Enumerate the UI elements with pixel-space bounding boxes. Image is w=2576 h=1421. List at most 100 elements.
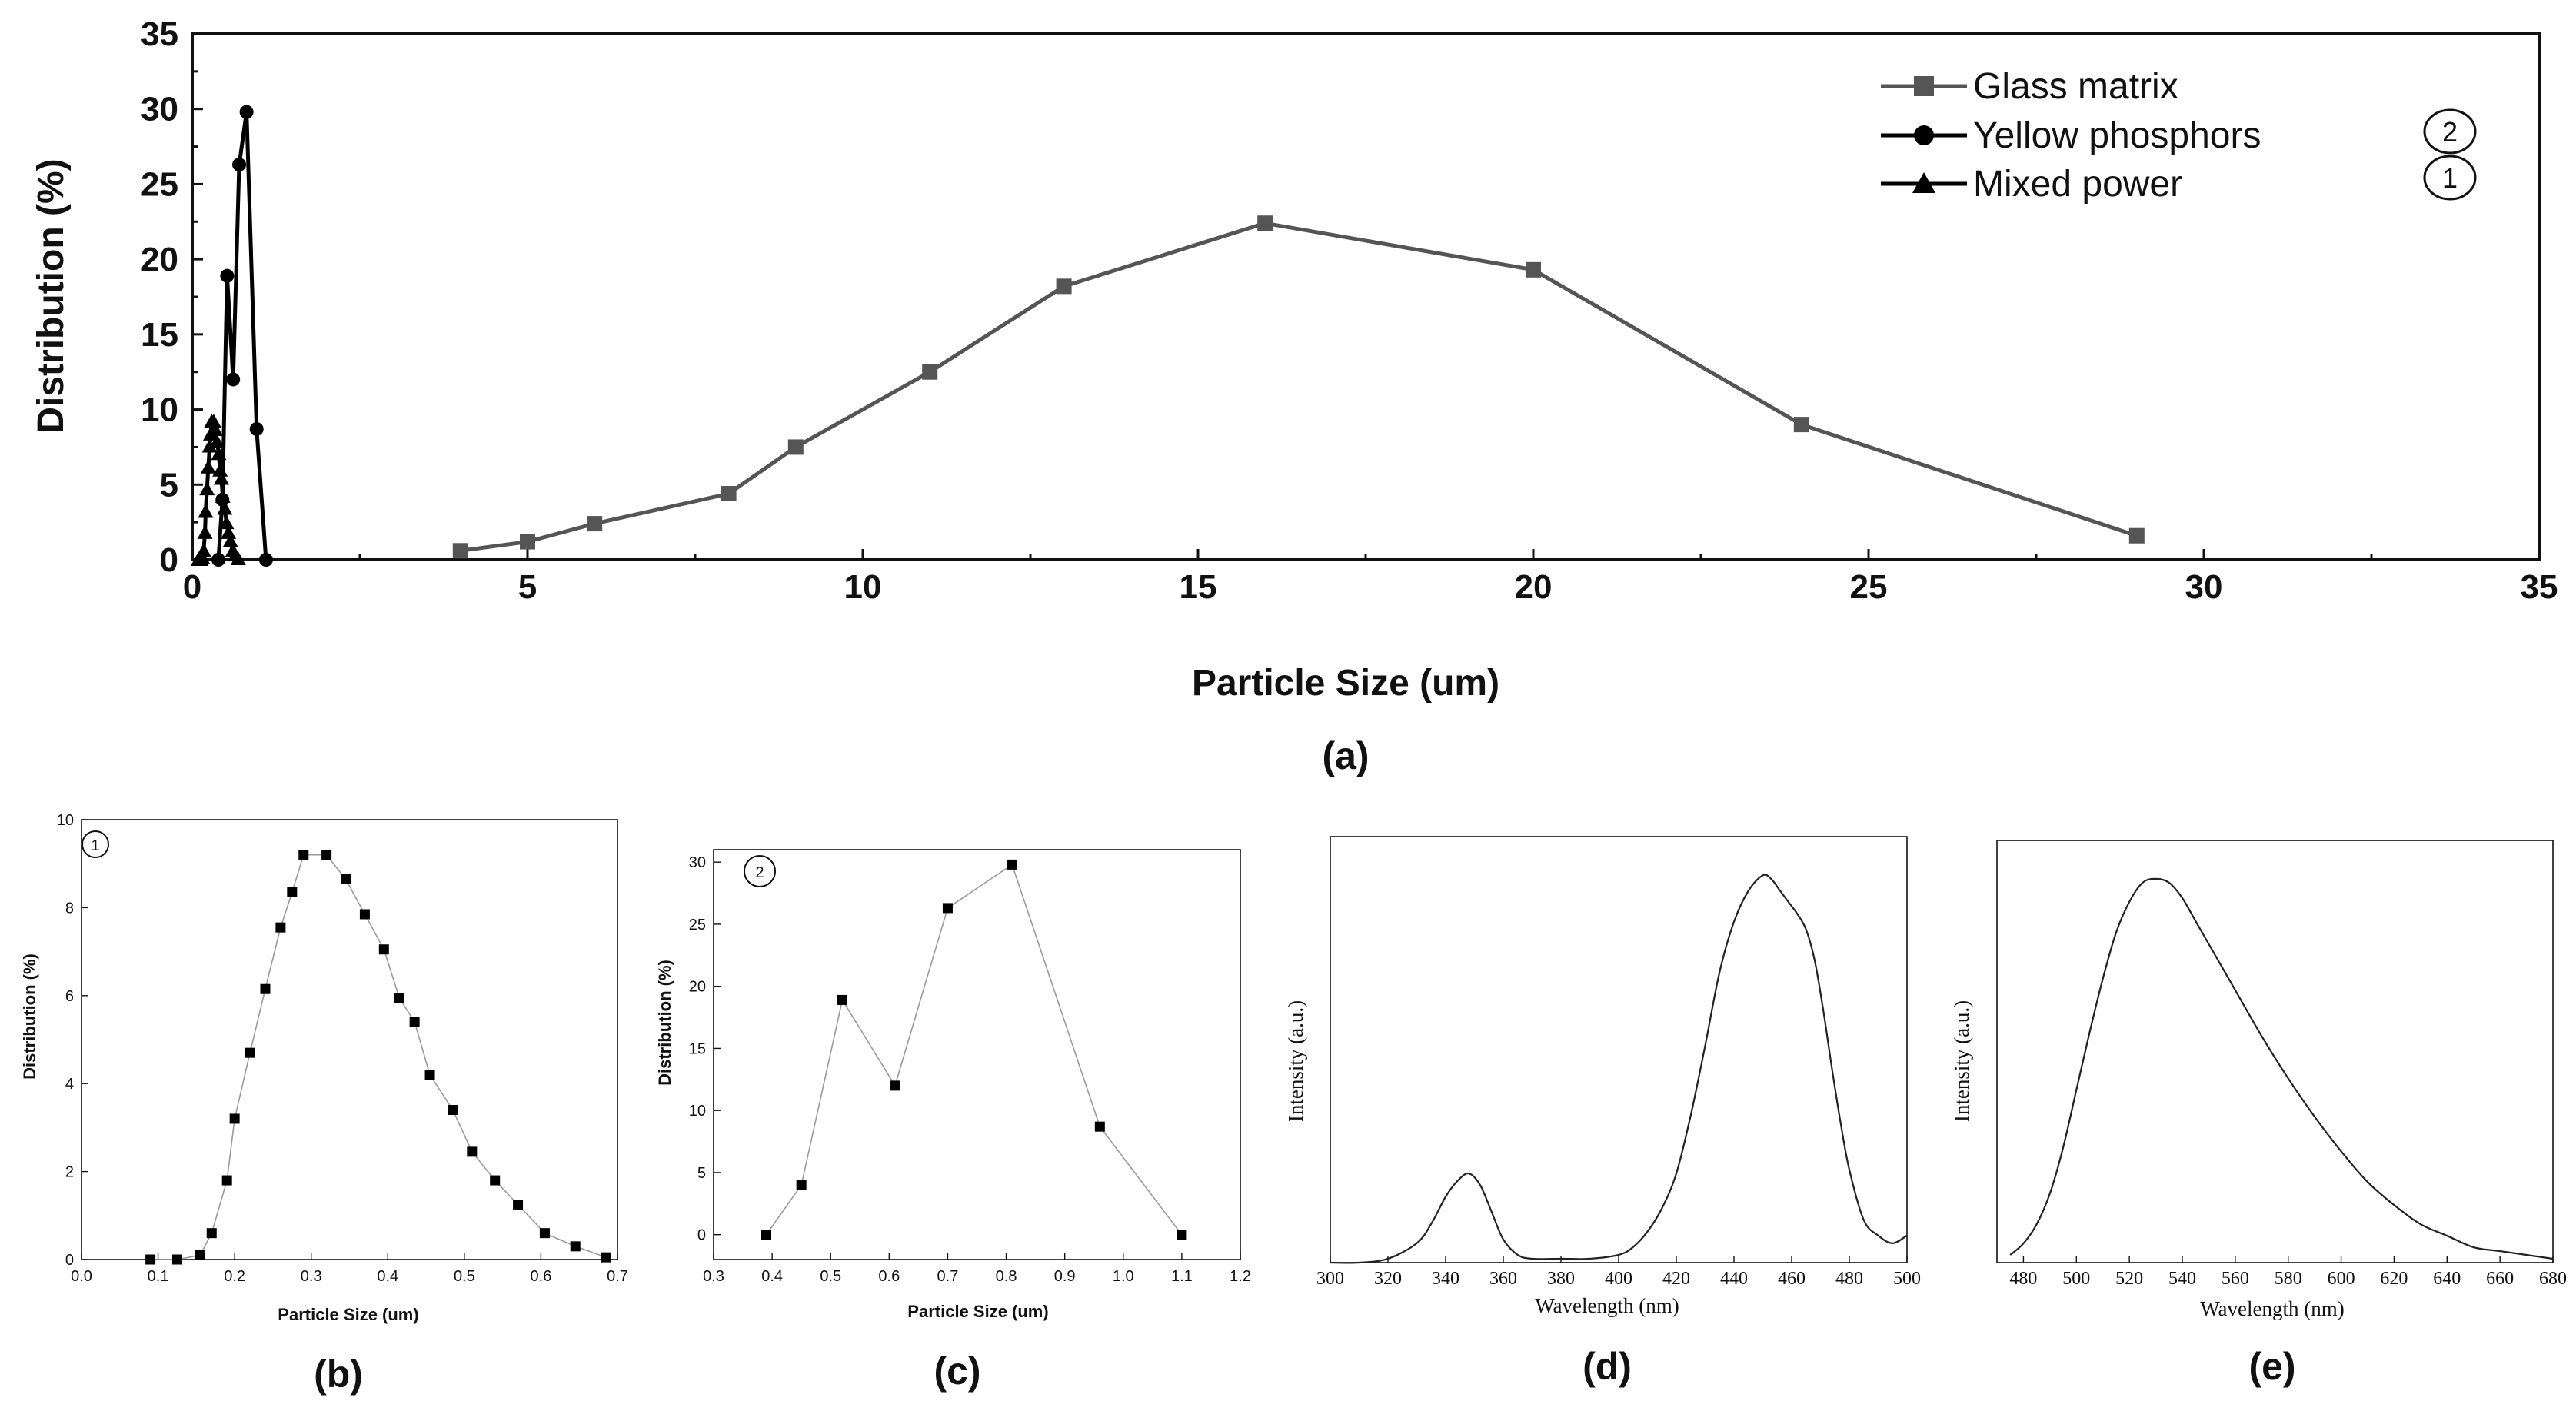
data-point	[222, 533, 238, 547]
x-tick-label: 0.5	[820, 1268, 841, 1285]
y-tick-label: 2	[65, 1164, 74, 1181]
x-tick-label: 0.7	[937, 1268, 959, 1285]
x-tick-label: 680	[2539, 1269, 2567, 1289]
panel-a: Particle Size (um) Distribution (%) (a) …	[31, 66, 2477, 777]
legend-label-glass: Glass matrix	[1973, 66, 2178, 107]
x-tick-label: 0.6	[531, 1268, 552, 1285]
x-tick-label: 480	[1835, 1269, 1863, 1289]
x-tick-label: 0.0	[71, 1268, 92, 1285]
panel-b-annotation: 1	[91, 837, 99, 854]
x-tick-label: 0.5	[454, 1268, 475, 1285]
legend-label-yellow: Yellow phosphors	[1973, 115, 2261, 156]
x-tick-label: 500	[1893, 1269, 1921, 1289]
y-tick-label: 0	[65, 1252, 74, 1269]
x-tick-label: 660	[2486, 1269, 2514, 1289]
x-tick-label: 0.9	[1054, 1268, 1076, 1285]
panel-d-series	[1330, 874, 1908, 1264]
x-tick-label: 480	[2009, 1269, 2037, 1289]
x-tick-label: 620	[2380, 1269, 2408, 1289]
data-point	[1793, 417, 1809, 433]
x-tick-label: 1.0	[1113, 1268, 1134, 1285]
series-mixed-power	[190, 414, 246, 566]
circle-marker-icon	[1914, 125, 1934, 145]
x-tick-label: 0.4	[377, 1268, 398, 1285]
data-point	[721, 486, 737, 502]
data-point	[922, 364, 938, 380]
data-point	[378, 944, 389, 955]
x-tick-label: 640	[2433, 1269, 2461, 1289]
panel-e-xlabel: Wavelength (nm)	[2200, 1297, 2345, 1320]
data-point	[205, 414, 221, 428]
x-tick-label: 0.3	[301, 1268, 322, 1285]
data-point	[239, 105, 254, 119]
panel-d-letter: (d)	[1583, 1345, 1632, 1388]
legend-annotation-yellow: 2	[2442, 116, 2458, 148]
data-point	[221, 524, 237, 539]
data-point	[229, 1113, 240, 1124]
data-point	[245, 1047, 255, 1058]
x-tick-label: 500	[2062, 1269, 2090, 1289]
panel-e-letter: (e)	[2248, 1345, 2295, 1388]
data-point	[198, 504, 214, 518]
x-tick-label: 1.2	[1230, 1268, 1251, 1285]
x-tick-label: 0.4	[761, 1268, 783, 1285]
data-point	[1526, 261, 1541, 278]
circled-number-icon	[2423, 155, 2477, 201]
data-point	[221, 1175, 232, 1186]
y-tick-label: 15	[141, 316, 178, 354]
data-point	[171, 1254, 182, 1265]
x-tick-label: 1.1	[1171, 1268, 1193, 1285]
legend-label-mixed: Mixed power	[1973, 164, 2182, 205]
y-tick-label: 25	[689, 917, 706, 933]
x-tick-label: 0.8	[996, 1268, 1017, 1285]
data-point	[232, 158, 247, 172]
data-point	[209, 434, 225, 448]
data-point	[208, 421, 224, 436]
data-point	[200, 459, 216, 474]
plot-frame	[1330, 836, 1908, 1263]
data-point	[467, 1146, 478, 1157]
data-point	[213, 471, 229, 485]
data-point	[230, 551, 246, 566]
y-tick-label: 10	[141, 391, 178, 429]
data-point	[195, 543, 211, 557]
data-point	[298, 850, 309, 860]
x-tick-label: 0.3	[703, 1268, 724, 1285]
data-point	[321, 850, 332, 860]
data-point	[218, 515, 235, 530]
series-glass-matrix	[452, 215, 2145, 559]
panel-a-ylabel: Distribution (%)	[31, 158, 72, 433]
panel-b-series	[145, 850, 611, 1265]
panel-a-xlabel: Particle Size (um)	[1192, 663, 1499, 704]
x-tick-label: 35	[2521, 568, 2558, 606]
panel-b-xlabel: Particle Size (um)	[278, 1305, 418, 1324]
y-tick-label: 5	[697, 1165, 706, 1182]
data-point	[520, 534, 535, 550]
panel-d-axes: 300 320 340 360 380 400 420 440 460 480 500	[1316, 836, 1921, 1289]
x-tick-label: 320	[1374, 1269, 1402, 1289]
x-tick-label: 360	[1489, 1269, 1517, 1289]
plot-frame	[191, 32, 2541, 561]
y-tick-label: 10	[57, 812, 74, 829]
panel-e-series	[2009, 877, 2554, 1260]
panel-c-letter: (c)	[934, 1349, 980, 1393]
panel-c: Particle Size (um) Distribution (%) (c) …	[655, 855, 1049, 1393]
data-point	[145, 1254, 156, 1265]
circled-number-icon	[2423, 108, 2477, 155]
data-point	[195, 551, 211, 565]
x-tick-label: 0	[183, 568, 201, 606]
data-point	[199, 481, 215, 496]
legend-annotation-mixed: 1	[2442, 162, 2458, 194]
x-tick-label: 560	[2222, 1269, 2249, 1289]
panel-d-xlabel: Wavelength (nm)	[1535, 1294, 1679, 1317]
data-point	[424, 1070, 435, 1080]
legend: Glass matrix Yellow phosphors 2 Mixed po…	[1881, 66, 2477, 205]
data-point	[220, 268, 235, 283]
y-tick-label: 20	[141, 241, 178, 278]
data-point	[394, 993, 404, 1003]
series-line	[460, 221, 2138, 553]
data-point	[409, 1017, 420, 1027]
y-tick-label: 5	[160, 466, 178, 504]
panel-d: Wavelength (nm) Intensity (a.u.) (d)	[1284, 1000, 1679, 1388]
